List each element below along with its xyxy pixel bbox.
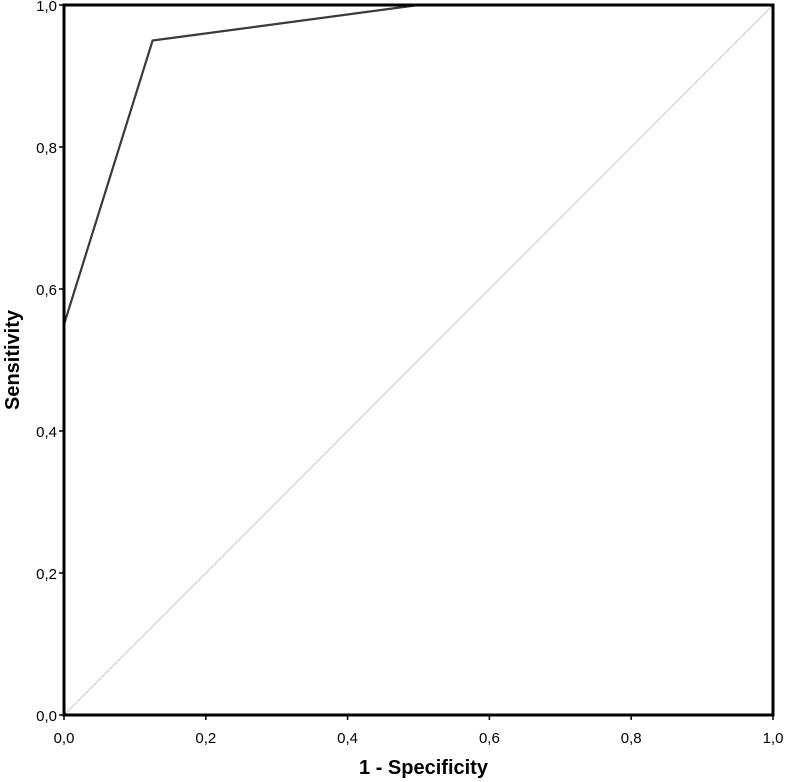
x-tick-label: 0,2: [195, 730, 216, 747]
y-tick-label: 0,4: [36, 424, 57, 441]
x-tick-label: 0,6: [479, 730, 500, 747]
reference-diagonal-line: [63, 4, 774, 716]
y-axis-ticks: 0,0 0,2 0,4 0,6 0,8 1,0: [36, 0, 64, 725]
series-layer: [62, 3, 774, 716]
y-tick-label: 0,6: [36, 282, 57, 299]
x-axis-ticks: 0,0 0,2 0,4 0,6 0,8 1,0: [54, 715, 784, 747]
y-tick-label: 0,8: [36, 140, 57, 157]
y-tick-label: 1,0: [36, 0, 57, 15]
x-tick-label: 0,4: [337, 730, 358, 747]
y-tick-label: 0,0: [36, 708, 57, 725]
x-axis-title: 1 - Specificity: [359, 757, 489, 779]
y-axis-title: Sensitivity: [2, 309, 24, 410]
x-tick-label: 0,0: [54, 730, 75, 747]
plot-area-frame: [62, 3, 775, 717]
x-tick-label: 1,0: [763, 730, 784, 747]
y-tick-label: 0,2: [36, 566, 57, 583]
x-tick-label: 0,8: [621, 730, 642, 747]
